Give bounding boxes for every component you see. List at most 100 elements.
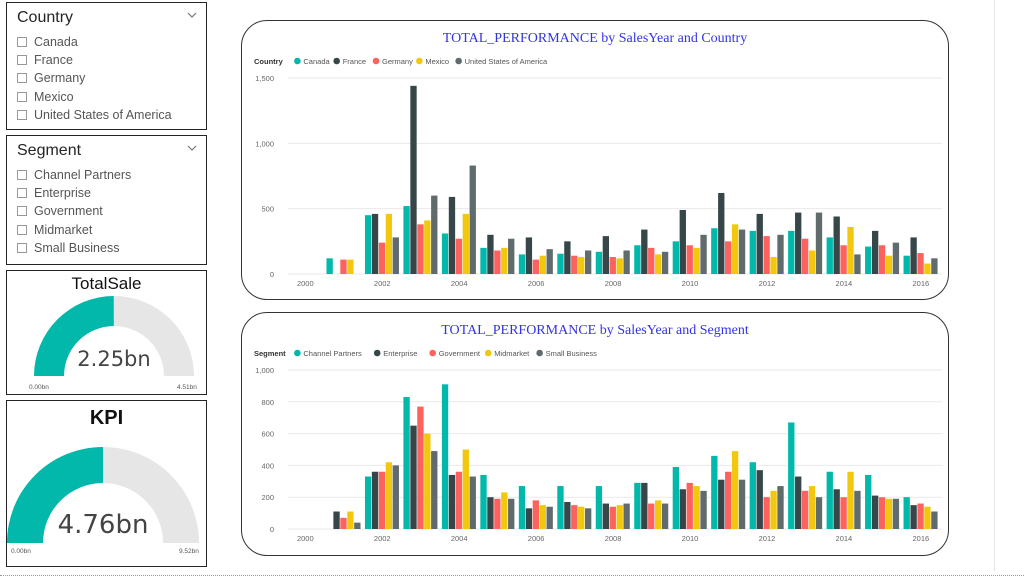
bar-mexico-2009[interactable] xyxy=(655,254,662,274)
bar-united-states-of-america-2011[interactable] xyxy=(738,229,746,274)
bar-france-2002[interactable] xyxy=(371,213,379,274)
bar-enterprise-2013[interactable] xyxy=(795,476,802,529)
bar-united-states-of-america-2015[interactable] xyxy=(892,242,900,274)
bar-channel-partners-2013[interactable] xyxy=(788,422,795,529)
bar-enterprise-2001[interactable] xyxy=(333,511,340,529)
bar-government-2015[interactable] xyxy=(878,497,886,529)
legend-item-mexico[interactable]: Mexico xyxy=(425,57,449,66)
bar-germany-2012[interactable] xyxy=(763,236,770,274)
bar-government-2003[interactable] xyxy=(417,406,424,529)
bar-channel-partners-2009[interactable] xyxy=(634,482,641,529)
vertical-scrollbar[interactable] xyxy=(994,0,1020,571)
legend-item-germany[interactable]: Germany xyxy=(382,57,413,66)
bar-france-2012[interactable] xyxy=(756,213,763,274)
bar-enterprise-2010[interactable] xyxy=(679,489,686,529)
bar-canada-2012[interactable] xyxy=(749,230,756,274)
bar-united-states-of-america-2010[interactable] xyxy=(700,234,707,274)
bar-canada-2003[interactable] xyxy=(403,206,410,274)
bar-channel-partners-2014[interactable] xyxy=(826,471,833,529)
bar-canada-2016[interactable] xyxy=(903,255,910,274)
bar-france-2016[interactable] xyxy=(910,237,917,274)
bar-midmarket-2005[interactable] xyxy=(501,492,508,529)
bar-channel-partners-2003[interactable] xyxy=(403,397,410,529)
bar-small-business-2011[interactable] xyxy=(738,479,746,529)
bar-mexico-2006[interactable] xyxy=(539,255,546,274)
bar-canada-2008[interactable] xyxy=(595,251,603,274)
bar-enterprise-2007[interactable] xyxy=(564,501,571,529)
bar-france-2010[interactable] xyxy=(679,209,686,274)
legend-item-canada[interactable]: Canada xyxy=(303,57,330,66)
bar-germany-2014[interactable] xyxy=(840,245,847,274)
bar-midmarket-2012[interactable] xyxy=(770,490,777,529)
bar-channel-partners-2010[interactable] xyxy=(672,466,680,529)
bar-canada-2013[interactable] xyxy=(788,230,795,274)
bar-mexico-2016[interactable] xyxy=(924,263,931,274)
bar-midmarket-2002[interactable] xyxy=(385,462,393,529)
bar-canada-2010[interactable] xyxy=(672,241,680,274)
bar-germany-2016[interactable] xyxy=(917,253,924,274)
checkbox[interactable] xyxy=(17,224,27,235)
bar-government-2006[interactable] xyxy=(532,500,539,529)
bar-canada-2005[interactable] xyxy=(480,247,487,274)
bar-united-states-of-america-2009[interactable] xyxy=(661,251,669,274)
bar-midmarket-2011[interactable] xyxy=(731,451,739,529)
bar-midmarket-2014[interactable] xyxy=(847,471,854,529)
bar-canada-2011[interactable] xyxy=(711,228,718,274)
bar-france-2013[interactable] xyxy=(795,212,802,274)
bar-united-states-of-america-2007[interactable] xyxy=(584,250,592,274)
slicer-item-midmarket[interactable]: Midmarket xyxy=(17,221,131,239)
slicer-item-france[interactable]: France xyxy=(17,51,172,69)
bar-government-2008[interactable] xyxy=(609,506,616,529)
country-slicer[interactable]: Country Canada France Germany Mexico United … xyxy=(6,2,207,130)
bar-germany-2002[interactable] xyxy=(378,242,386,274)
bar-germany-2007[interactable] xyxy=(571,255,578,274)
bar-channel-partners-2005[interactable] xyxy=(480,474,487,529)
bar-mexico-2003[interactable] xyxy=(424,220,431,274)
bar-midmarket-2001[interactable] xyxy=(347,511,354,529)
bar-united-states-of-america-2008[interactable] xyxy=(623,250,630,274)
bar-mexico-2001[interactable] xyxy=(347,259,354,274)
bar-channel-partners-2011[interactable] xyxy=(711,455,718,529)
bar-enterprise-2005[interactable] xyxy=(487,497,494,529)
bar-mexico-2004[interactable] xyxy=(462,213,469,274)
bar-france-2006[interactable] xyxy=(525,237,533,274)
bar-canada-2015[interactable] xyxy=(865,246,872,274)
bar-mexico-2015[interactable] xyxy=(885,255,893,274)
chevron-down-icon[interactable] xyxy=(186,9,198,21)
bar-midmarket-2008[interactable] xyxy=(616,505,623,529)
bar-enterprise-2006[interactable] xyxy=(525,508,533,529)
bar-enterprise-2011[interactable] xyxy=(718,479,725,529)
bar-midmarket-2006[interactable] xyxy=(539,505,546,529)
bar-government-2007[interactable] xyxy=(571,505,578,529)
bar-government-2016[interactable] xyxy=(917,503,924,529)
bar-mexico-2011[interactable] xyxy=(731,224,739,274)
bar-germany-2006[interactable] xyxy=(532,259,539,274)
bar-enterprise-2004[interactable] xyxy=(448,474,456,529)
checkbox[interactable] xyxy=(17,91,27,102)
bar-germany-2010[interactable] xyxy=(686,245,693,274)
bar-france-2004[interactable] xyxy=(448,196,456,274)
legend-item-government[interactable]: Government xyxy=(439,349,481,358)
bar-government-2001[interactable] xyxy=(340,517,347,529)
bar-channel-partners-2012[interactable] xyxy=(749,462,756,529)
bar-germany-2001[interactable] xyxy=(340,259,347,274)
bar-enterprise-2015[interactable] xyxy=(871,495,879,529)
bar-small-business-2013[interactable] xyxy=(815,497,823,529)
slicer-item-germany[interactable]: Germany xyxy=(17,69,172,87)
bar-united-states-of-america-2004[interactable] xyxy=(469,165,476,274)
bar-small-business-2004[interactable] xyxy=(469,476,476,529)
bar-germany-2009[interactable] xyxy=(648,247,655,274)
checkbox[interactable] xyxy=(17,170,27,181)
bar-mexico-2012[interactable] xyxy=(770,257,777,274)
checkbox[interactable] xyxy=(17,188,27,199)
bar-united-states-of-america-2005[interactable] xyxy=(508,238,515,274)
bar-small-business-2009[interactable] xyxy=(661,503,669,529)
bar-midmarket-2004[interactable] xyxy=(462,449,469,530)
bar-germany-2003[interactable] xyxy=(417,224,424,274)
bar-government-2002[interactable] xyxy=(378,471,386,529)
bar-government-2010[interactable] xyxy=(686,482,693,529)
bar-midmarket-2016[interactable] xyxy=(924,506,931,529)
bar-mexico-2002[interactable] xyxy=(385,213,393,274)
bar-channel-partners-2015[interactable] xyxy=(865,474,872,529)
bar-united-states-of-america-2002[interactable] xyxy=(392,237,399,274)
